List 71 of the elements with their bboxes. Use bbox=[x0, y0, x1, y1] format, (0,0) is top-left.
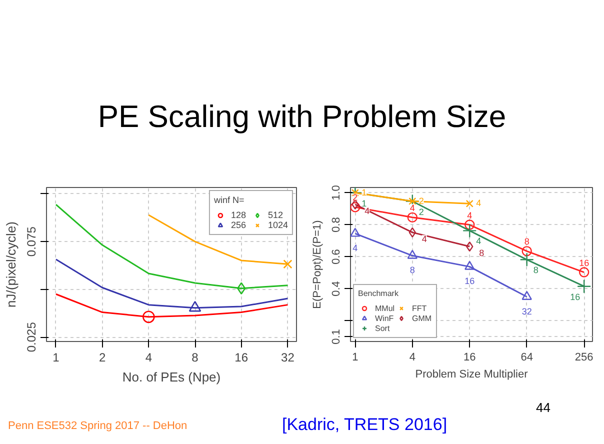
point bbox=[462, 224, 477, 238]
annotation: 32 bbox=[522, 306, 532, 316]
x-tick-label: 16 bbox=[464, 352, 476, 364]
chart-title: PE Scaling with Problem Size bbox=[96, 98, 508, 136]
legend-label: WinF bbox=[375, 313, 395, 323]
x-tick-label: 64 bbox=[520, 352, 533, 364]
annotation: 16 bbox=[570, 292, 580, 302]
x-axis-title: No. of PEs (Npe) bbox=[122, 370, 221, 384]
point bbox=[407, 250, 418, 259]
point bbox=[520, 252, 534, 267]
annotation: 4 bbox=[364, 206, 370, 216]
annotation: 2 bbox=[418, 206, 424, 217]
y-tick-label: 0.8 bbox=[330, 217, 342, 232]
x-tick-label: 256 bbox=[574, 352, 594, 364]
legend-label: 512 bbox=[268, 210, 284, 220]
annotation: 4 bbox=[467, 210, 472, 220]
x-tick-label: 1 bbox=[52, 350, 60, 364]
point bbox=[350, 202, 360, 212]
x-tick-label: 32 bbox=[281, 350, 295, 364]
annotation: 4 bbox=[352, 243, 358, 254]
legend-title: winf N= bbox=[214, 195, 246, 205]
y-tick-label: 0.1 bbox=[330, 329, 342, 344]
point bbox=[576, 279, 592, 294]
annotation: 4 bbox=[476, 236, 482, 246]
point bbox=[407, 212, 418, 223]
y-axis-title: E(P=Popt)/E(P=1) bbox=[312, 220, 324, 309]
point bbox=[350, 228, 360, 237]
y-tick-label: 1.0 bbox=[330, 185, 342, 200]
x-tick-label: 2 bbox=[98, 350, 106, 364]
legend-label: 128 bbox=[230, 210, 247, 220]
point bbox=[464, 260, 475, 270]
annotation: 2 bbox=[418, 196, 424, 206]
legend-label: FFT bbox=[412, 303, 428, 313]
annotation: 4 bbox=[476, 198, 482, 208]
y-tick-label: 0.075 bbox=[24, 226, 38, 257]
legend-label: GMM bbox=[412, 313, 432, 323]
legend-label: MMul bbox=[375, 303, 395, 313]
annotation: 1 bbox=[362, 198, 367, 208]
point bbox=[464, 220, 475, 230]
point bbox=[408, 197, 416, 206]
point bbox=[578, 267, 590, 278]
point bbox=[466, 200, 474, 208]
annotation: 2 bbox=[352, 192, 358, 203]
y-axis-title: nJ/(pixel/cycle) bbox=[4, 222, 18, 308]
text: 44 bbox=[536, 399, 550, 417]
annotation: 4 bbox=[422, 234, 427, 244]
x-tick-label: 1 bbox=[352, 352, 358, 364]
x-tick-label: 16 bbox=[234, 350, 248, 364]
y-tick-label: 0.6 bbox=[330, 249, 342, 264]
text: [Kadric, TRETS 2016] bbox=[282, 414, 448, 436]
legend-label: 256 bbox=[230, 220, 247, 230]
y-tick-label: 0.025 bbox=[24, 322, 38, 352]
annotation: 8 bbox=[410, 265, 415, 276]
x-tick-label: 4 bbox=[145, 350, 152, 364]
annotation: 8 bbox=[479, 248, 484, 258]
annotation: 8 bbox=[524, 236, 530, 247]
point bbox=[522, 290, 532, 300]
annotation: 4 bbox=[410, 202, 415, 213]
annotation: 1 bbox=[362, 187, 367, 198]
annotation: 8 bbox=[533, 265, 538, 276]
legend-title: Benchmark bbox=[358, 289, 400, 298]
y-tick-label: 0.4 bbox=[330, 281, 342, 296]
text: Penn ESE532 Spring 2017 -- DeHon bbox=[8, 419, 188, 434]
x-axis-title: Problem Size Multiplier bbox=[415, 368, 528, 380]
x-tick-label: 4 bbox=[409, 352, 416, 364]
point bbox=[522, 246, 532, 256]
annotation: 16 bbox=[464, 276, 475, 286]
x-tick-label: 8 bbox=[192, 350, 199, 364]
legend-label: 1024 bbox=[268, 220, 288, 230]
annotation: 16 bbox=[579, 258, 590, 268]
legend-label: Sort bbox=[375, 323, 391, 333]
